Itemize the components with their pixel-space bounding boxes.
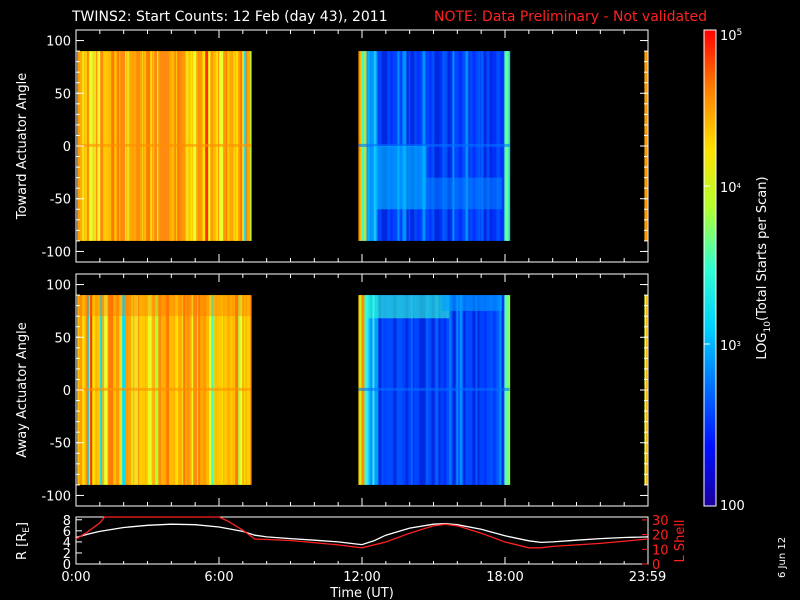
colorbar-top-label: 105 [720, 28, 742, 44]
colorbar-gradient [703, 29, 717, 507]
right-tick-label: 0 [652, 558, 660, 573]
away-panel: -100 -50 0 50 100 Away Actuator Angle [15, 273, 649, 507]
colorbar-bottom-label: 100 [720, 499, 745, 514]
ytick-label: -100 [41, 245, 71, 260]
r-label-end: ] [15, 522, 30, 527]
xtick-label: 18:00 [486, 570, 523, 585]
away-ylabel: Away Actuator Angle [15, 322, 30, 457]
ytick-label: -50 [50, 193, 71, 208]
away-yticks: -100 -50 0 50 100 [41, 279, 648, 504]
toward-xticks [75, 30, 649, 262]
zero-band [644, 143, 648, 147]
figure-title: TWINS2: Start Counts: 12 Feb (day 43), 2… [71, 9, 388, 25]
lshell-series-line [75, 516, 649, 549]
cyan-region [365, 295, 450, 319]
xtick-label: 12:00 [343, 570, 380, 585]
right-tick-label: 30 [652, 514, 669, 529]
right-tick-label: 10 [652, 543, 669, 558]
left-tick-label: 8 [63, 514, 71, 529]
toward-ylabel: Toward Actuator Angle [15, 73, 30, 220]
xtick-label: 6:00 [204, 570, 233, 585]
cyan-region [441, 295, 503, 311]
orbit-left-label: R [RE] [15, 522, 32, 560]
zero-band [358, 387, 510, 391]
orbit-lines [75, 516, 649, 549]
away-heatmap [77, 295, 648, 485]
ytick-label: 50 [54, 331, 71, 346]
left-tick-label: 0 [63, 558, 71, 573]
colorbar-label: LOG10(Total Starts per Scan) [755, 176, 773, 359]
xtick-label: 23:59 [629, 570, 666, 585]
ytick-label: 50 [54, 87, 71, 102]
r-label-sub: E [22, 527, 32, 533]
ytick-label: 0 [63, 384, 71, 399]
xaxis-label: Time (UT) [329, 586, 394, 600]
orbit-right-label: L Shell [673, 519, 688, 562]
left-tick-label: 2 [63, 547, 71, 562]
cyan-region [426, 177, 503, 210]
ytick-label: -50 [50, 437, 71, 452]
toward-yticks: -100 -50 0 50 100 [41, 35, 648, 260]
ytick-label: 0 [63, 140, 71, 155]
ytick-label: 100 [46, 279, 71, 294]
zero-band [358, 143, 510, 147]
toward-panel: -100 -50 0 50 100 Toward Actuator Angle [15, 29, 649, 263]
zero-band [77, 387, 252, 391]
left-tick-label: 4 [63, 536, 71, 551]
zero-band [644, 387, 648, 391]
orbit-xticks: 0:00 6:00 12:00 18:00 23:59 [61, 557, 666, 585]
top-band [77, 295, 252, 317]
r-label-main: R [R [15, 533, 30, 560]
right-tick-label: 20 [652, 529, 669, 544]
xtick-label: 0:00 [61, 570, 90, 585]
data-note: NOTE: Data Preliminary - Not validated [434, 9, 707, 25]
colorbar-ticks [704, 185, 710, 345]
toward-heatmap [77, 51, 648, 241]
left-tick-label: 6 [63, 525, 71, 540]
ytick-label: -100 [41, 489, 71, 504]
away-xticks [75, 274, 649, 506]
colorbar-low-label: 103 [720, 339, 741, 354]
zero-band [77, 143, 252, 147]
colorbar: 105 104 103 100 LOG10(Total Starts per S… [703, 28, 773, 514]
date-stamp: 6 Jun 12 [777, 537, 788, 578]
ytick-label: 100 [46, 35, 71, 50]
r-series-line [75, 522, 649, 546]
cyan-region [373, 146, 427, 210]
colorbar-mid-label: 104 [720, 181, 742, 196]
